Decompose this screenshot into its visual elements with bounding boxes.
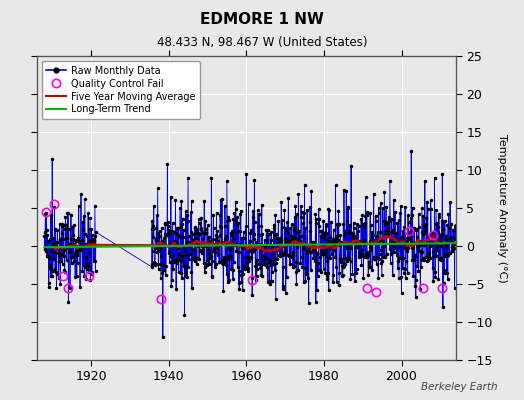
Legend: Raw Monthly Data, Quality Control Fail, Five Year Moving Average, Long-Term Tren: Raw Monthly Data, Quality Control Fail, …: [41, 61, 200, 119]
Text: 48.433 N, 98.467 W (United States): 48.433 N, 98.467 W (United States): [157, 36, 367, 49]
Text: EDMORE 1 NW: EDMORE 1 NW: [200, 12, 324, 27]
Y-axis label: Temperature Anomaly (°C): Temperature Anomaly (°C): [497, 134, 507, 282]
Text: Berkeley Earth: Berkeley Earth: [421, 382, 498, 392]
